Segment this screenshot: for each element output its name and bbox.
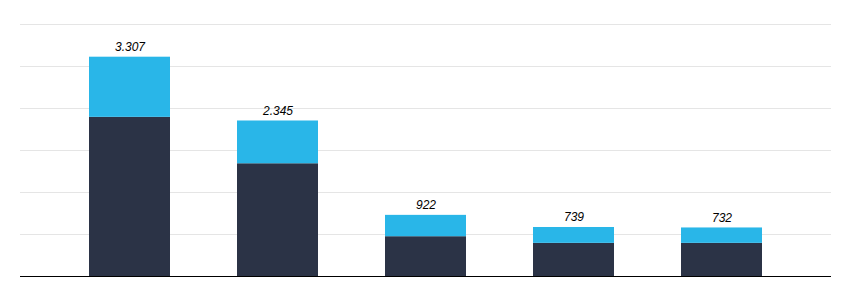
svg-text:2.345: 2.345: [262, 104, 293, 118]
svg-text:732: 732: [712, 211, 732, 225]
svg-text:739: 739: [564, 210, 584, 224]
svg-text:922: 922: [416, 198, 436, 212]
svg-text:3.307: 3.307: [115, 40, 146, 54]
